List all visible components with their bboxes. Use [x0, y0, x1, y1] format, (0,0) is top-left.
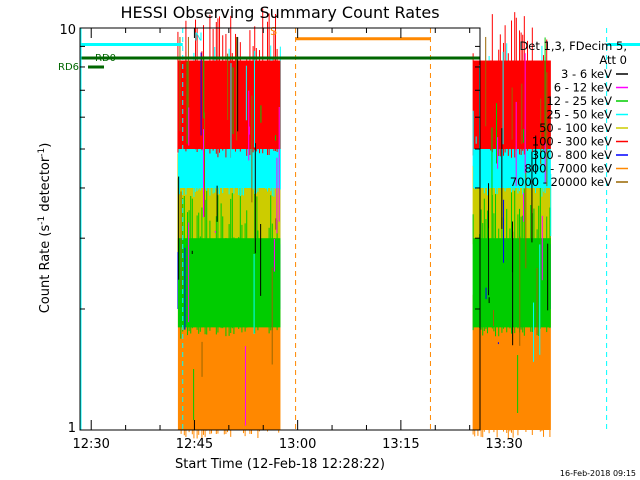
legend-label: 300 - 800 keV [532, 148, 612, 162]
x-tick-label: 12:30 [72, 437, 109, 452]
legend-label: 800 - 7000 keV [524, 162, 612, 176]
x-tick-label: 13:15 [382, 437, 419, 452]
x-tick-labels: 12:30 12:45 13:00 13:15 13:30 [72, 437, 522, 452]
footer-timestamp: 16-Feb-2018 09:15 [560, 469, 636, 478]
flag-label-rd0: RD0 [95, 53, 116, 64]
x-tick-label: 13:30 [485, 437, 522, 452]
y-axis-label: Count Rate (s-1 detector-1) [37, 143, 53, 314]
legend-header-1: Det 1,3, FDecim 5, [519, 39, 627, 53]
legend-label: 7000 - 20000 keV [510, 175, 612, 189]
legend-header-2: Att 0 [599, 53, 627, 67]
flag-label-S: S [270, 25, 277, 38]
legend-label: 6 - 12 keV [554, 81, 612, 95]
chart-title: HESSI Observing Summary Count Rates [120, 3, 439, 22]
legend-label: 12 - 25 keV [546, 94, 612, 108]
legend-label: 25 - 50 keV [546, 108, 612, 122]
band-5-0 [177, 60, 281, 150]
axes [79, 27, 481, 431]
flag-lines: N S RD0 RD6 [58, 25, 640, 430]
legend-label: 3 - 6 keV [561, 67, 612, 81]
legend-label: 100 - 300 keV [532, 135, 612, 149]
svg-text:Count Rate (s-1 detector-1): Count Rate (s-1 detector-1) [37, 143, 53, 314]
y-tick-label-10: 10 [59, 23, 76, 38]
x-tick-label: 12:45 [176, 437, 213, 452]
x-tick-label: 13:00 [279, 437, 316, 452]
flag-label-N: N [194, 30, 202, 43]
data-bands [177, 8, 552, 439]
legend-label: 50 - 100 keV [539, 121, 612, 135]
x-axis-label: Start Time (12-Feb-18 12:28:22) [175, 457, 385, 472]
flag-label-rd6: RD6 [58, 62, 79, 73]
y-tick-label-1: 1 [68, 421, 76, 436]
plot-frame [79, 27, 481, 431]
